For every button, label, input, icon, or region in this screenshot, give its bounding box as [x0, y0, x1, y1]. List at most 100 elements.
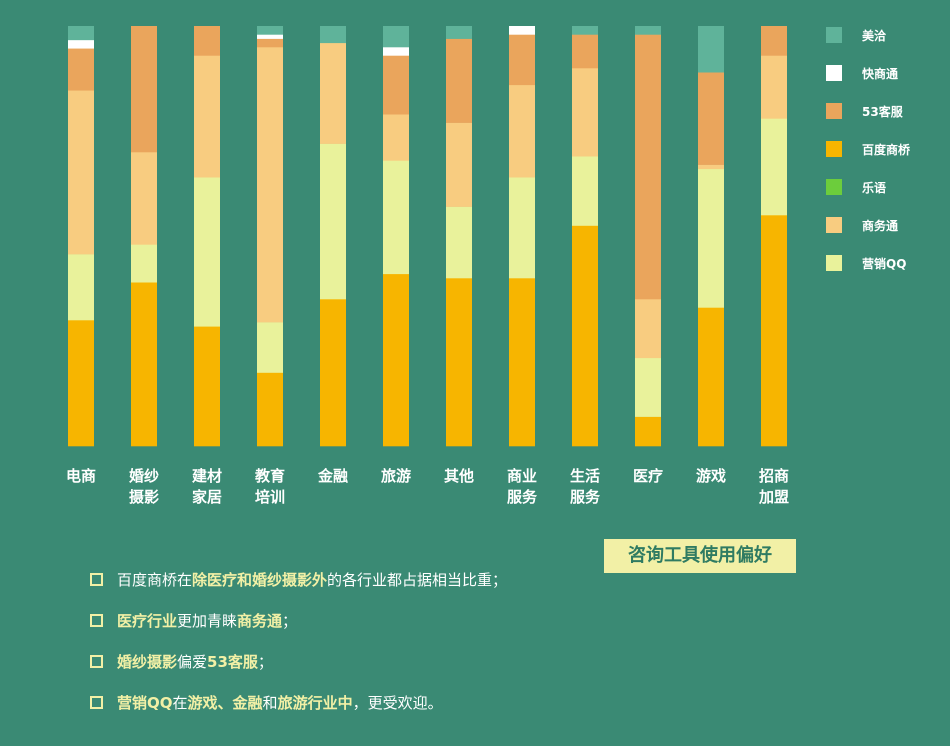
note-fragment: 偏爱	[177, 652, 208, 671]
bar-segment	[257, 34, 283, 39]
category-label-line: 商业	[506, 467, 537, 485]
category-label-line: 医疗	[632, 467, 663, 485]
legend-label: 快商通	[862, 66, 899, 81]
note-highlight: 53客服	[207, 652, 258, 671]
category-label: 游戏	[681, 466, 741, 487]
category-label: 金融	[303, 466, 363, 487]
legend-item: 百度商桥	[826, 140, 910, 158]
chart-title: 咨询工具使用偏好	[604, 539, 796, 573]
bar-segment	[320, 143, 346, 300]
legend-label: 百度商桥	[862, 142, 911, 157]
category-label: 电商	[51, 466, 111, 487]
square-bullet-icon	[90, 613, 103, 627]
bar-segment	[572, 26, 598, 35]
bar-segment	[698, 168, 724, 308]
legend-label: 53客服	[862, 104, 903, 119]
bar-segment	[761, 215, 787, 447]
note-item: 百度商桥在除医疗和婚纱摄影外的各行业都占据相当比重；	[90, 568, 507, 590]
bar-segment	[635, 357, 661, 417]
legend-item: 快商通	[826, 64, 898, 82]
bar-segment	[698, 164, 724, 170]
bar-segment	[257, 38, 283, 48]
legend-item: 营销QQ	[826, 254, 906, 272]
category-label-line: 招商	[758, 467, 789, 485]
category-label-line: 其他	[443, 467, 474, 485]
note-text: 医疗行业更加青睐商务通；	[117, 610, 297, 631]
bar-segment	[446, 278, 472, 447]
category-label-line: 培训	[254, 488, 285, 506]
bar-segment	[68, 39, 94, 49]
category-label: 教育 培训	[240, 466, 300, 508]
bar-segment	[761, 55, 787, 119]
bar-segment	[383, 55, 409, 115]
note-highlight: 婚纱摄影	[117, 652, 178, 671]
note-fragment: 更加青睐	[177, 611, 238, 630]
square-bullet-icon	[90, 695, 103, 709]
bar-segment	[194, 26, 220, 56]
legend-swatch	[826, 217, 842, 233]
bar-segment	[635, 416, 661, 447]
bar-segment	[194, 55, 220, 178]
bar-segment	[446, 38, 472, 123]
bar-segment	[320, 299, 346, 447]
category-label: 其他	[429, 466, 489, 487]
bar-segment	[383, 47, 409, 56]
legend-swatch	[826, 255, 842, 271]
note-highlight: 医疗行业	[117, 611, 178, 630]
bar-segment	[446, 26, 472, 39]
note-highlight: 营销QQ	[117, 693, 173, 712]
note-fragment: ，更受欢迎。	[352, 693, 443, 712]
bar-segment	[257, 322, 283, 373]
bar-segment	[194, 326, 220, 447]
bar-segment	[509, 177, 535, 279]
category-label-line: 摄影	[128, 488, 159, 506]
bar-segment	[131, 244, 157, 283]
note-item: 婚纱摄影偏爱53客服；	[90, 650, 273, 672]
bar-segment	[194, 177, 220, 327]
note-item: 医疗行业更加青睐商务通；	[90, 609, 297, 631]
category-label-line: 游戏	[695, 467, 726, 485]
legend-item: 53客服	[826, 102, 903, 120]
category-label-line: 金融	[317, 467, 348, 485]
bar-segment	[509, 34, 535, 86]
bar-segment	[68, 26, 94, 41]
category-label-line: 加盟	[758, 488, 789, 506]
note-highlight: 商务通	[237, 611, 283, 630]
note-text: 婚纱摄影偏爱53客服；	[117, 651, 273, 672]
bar-segment	[572, 156, 598, 226]
legend-label: 营销QQ	[862, 256, 907, 271]
bar-segment	[257, 26, 283, 35]
category-label: 生活 服务	[555, 466, 615, 508]
bar-segment	[446, 122, 472, 207]
bar-segment	[131, 152, 157, 245]
bar-segment	[509, 84, 535, 178]
category-label: 婚纱 摄影	[114, 466, 174, 508]
bar-segment	[131, 26, 157, 153]
category-label: 旅游	[366, 466, 426, 487]
category-label-line: 建材	[191, 467, 222, 485]
bar-segment	[698, 26, 724, 73]
bar-segment	[572, 225, 598, 447]
note-text: 百度商桥在除医疗和婚纱摄影外的各行业都占据相当比重；	[117, 569, 507, 590]
note-fragment: ；	[257, 652, 273, 671]
note-highlight: 游戏、金融	[187, 693, 263, 712]
bar-segment	[509, 278, 535, 447]
category-label-line: 家居	[191, 488, 222, 506]
bar-segment	[761, 118, 787, 216]
bar-segment	[320, 26, 346, 44]
bar-segment	[635, 299, 661, 359]
bar-segment	[68, 254, 94, 321]
legend-swatch	[826, 27, 842, 43]
bar-segment	[257, 372, 283, 447]
category-label: 招商 加盟	[744, 466, 804, 508]
bar-segment	[383, 273, 409, 447]
bar-segment	[68, 90, 94, 255]
bar-segment	[635, 34, 661, 300]
category-label-line: 电商	[65, 467, 96, 485]
bar-segment	[698, 307, 724, 447]
legend-label: 商务通	[862, 218, 899, 233]
bar-segment	[383, 160, 409, 275]
legend-swatch	[826, 141, 842, 157]
legend-item: 美洽	[826, 26, 886, 44]
legend-swatch	[826, 65, 842, 81]
